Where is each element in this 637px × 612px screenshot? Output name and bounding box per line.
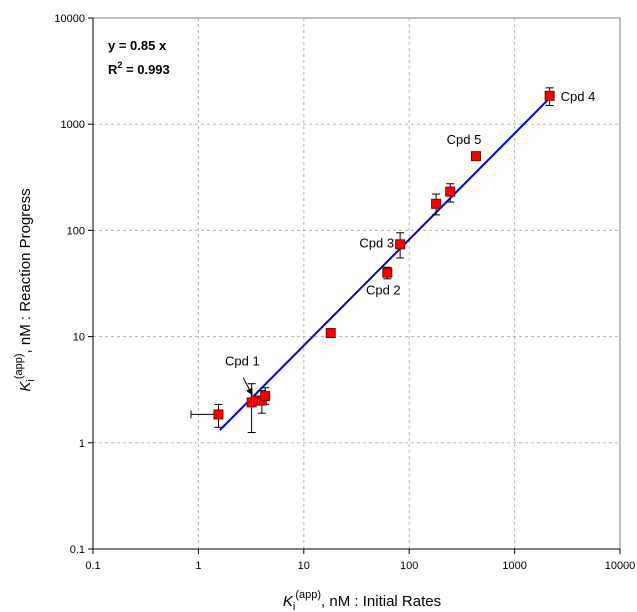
data-point [470, 151, 481, 162]
grid-lines [93, 18, 620, 549]
y-title-rest: , nM : Reaction Progress [17, 188, 34, 353]
data-point [382, 267, 393, 278]
data-point [260, 391, 271, 402]
x-tick-label: 0.1 [85, 560, 100, 572]
data-point [544, 90, 555, 101]
data-point [431, 198, 442, 209]
x-title-sup: (app) [295, 589, 321, 601]
annotation-label: Cpd 4 [561, 89, 596, 104]
x-title-k: K [283, 593, 294, 610]
x-title-sub: i [293, 601, 295, 612]
y-title-sub: i [25, 379, 37, 381]
equation-line2: R2 = 0.993 [108, 60, 170, 77]
data-point [213, 409, 224, 420]
annotations: Cpd 1 Cpd 2 Cpd 3 Cpd 4 Cpd 5 [225, 89, 596, 396]
y-tick-label: 0.1 [70, 544, 85, 556]
data-point [325, 328, 336, 339]
y-title-sup: (app) [13, 353, 25, 379]
data-point [445, 186, 456, 197]
r-value: = 0.993 [122, 62, 169, 77]
x-axis-title: Ki(app), nM : Initial Rates [283, 589, 441, 612]
axes [88, 17, 621, 554]
plot-area [93, 18, 620, 549]
annotation-label: Cpd 1 [225, 353, 260, 368]
y-tick-label: 1 [79, 438, 85, 450]
x-tick-label: 1000 [502, 560, 526, 572]
x-tick-label: 10000 [605, 560, 636, 572]
data-point [395, 239, 406, 250]
x-tick-label: 1 [195, 560, 201, 572]
annotation-label: Cpd 2 [366, 283, 401, 298]
data-points [213, 90, 555, 420]
fit-line [219, 96, 552, 431]
tick-labels: 0.1 1 10 100 1000 10000 0.1 1 10 100 1000 10000 [54, 13, 635, 572]
y-tick-label: 100 [67, 225, 85, 237]
y-tick-label: 10000 [54, 13, 85, 25]
y-title-k: K [17, 381, 34, 392]
r-squared-sup: 2 [117, 60, 122, 70]
y-tick-label: 1000 [61, 119, 85, 131]
x-tick-label: 10 [298, 560, 310, 572]
r-letter: R [108, 62, 118, 77]
annotation-label: Cpd 3 [359, 235, 394, 250]
equation-line1: y = 0.85 x [108, 38, 167, 53]
fit-line-group [219, 96, 552, 431]
y-axis-title: Ki(app), nM : Reaction Progress [13, 188, 37, 391]
annotation-label: Cpd 5 [447, 132, 482, 147]
x-tick-label: 100 [400, 560, 418, 572]
x-title-rest: , nM : Initial Rates [321, 593, 441, 610]
annotation-arrow [242, 377, 253, 396]
plot-background [93, 18, 620, 549]
y-tick-label: 10 [73, 332, 85, 344]
